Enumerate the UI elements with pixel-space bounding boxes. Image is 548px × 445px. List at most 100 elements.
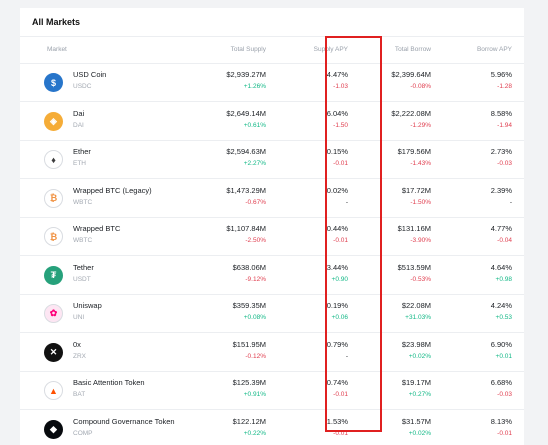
- total-borrow-change: -1.50%: [410, 198, 431, 206]
- supply-apy-change: -1.03: [333, 83, 348, 90]
- market-name: Dai: [73, 108, 85, 118]
- borrow-apy-change: -0.03: [497, 391, 512, 398]
- header-supply-apy[interactable]: Supply APY: [313, 46, 348, 53]
- token-glyph: ◆: [50, 423, 57, 434]
- header-market[interactable]: Market: [47, 46, 67, 53]
- market-name: Ether: [73, 147, 91, 156]
- card-title: All Markets: [32, 17, 81, 27]
- total-supply-change: -0.67%: [245, 198, 266, 206]
- market-row[interactable]: ◈ Dai DAI $2,649.14M +0.61% 6.04% -1.50 …: [20, 102, 524, 141]
- ether-icon: ♦: [44, 150, 63, 169]
- borrow-apy-value: 4.77%: [490, 224, 512, 233]
- borrow-apy-change: -1.94: [497, 121, 512, 129]
- total-supply-change: +2.27%: [243, 160, 266, 167]
- total-supply-value: $2,939.27M: [226, 70, 266, 79]
- total-borrow-value: $23.98M: [401, 339, 431, 349]
- supply-apy-change: -0.01: [333, 429, 348, 437]
- total-supply-value: $2,649.14M: [226, 108, 266, 118]
- header-total-borrow[interactable]: Total Borrow: [394, 46, 431, 53]
- market-symbol: ZRX: [73, 352, 86, 360]
- token-glyph: $: [50, 77, 56, 88]
- market-name: USD Coin: [73, 70, 107, 79]
- market-row[interactable]: ₮ Tether USDT $638.06M -9.12% 3.44% +0.9…: [20, 256, 524, 295]
- market-name: Tether: [73, 262, 94, 272]
- total-borrow-value: $31.57M: [401, 416, 431, 426]
- total-supply-value: $151.95M: [232, 339, 266, 349]
- zrx-icon: ✕: [44, 342, 63, 362]
- supply-apy-change: -: [345, 352, 348, 360]
- market-symbol: COMP: [73, 429, 93, 437]
- borrow-apy-change: -: [509, 198, 512, 206]
- market-row[interactable]: ₿ Wrapped BTC WBTC $1,107.84M -2.50% 0.4…: [20, 217, 524, 256]
- total-borrow-change: +0.02%: [408, 352, 431, 360]
- token-glyph: ✿: [49, 308, 58, 318]
- total-borrow-change: +0.27%: [408, 391, 431, 398]
- borrow-apy-value: 2.39%: [490, 185, 512, 195]
- supply-apy-change: -0.01: [333, 391, 348, 398]
- total-borrow-value: $17.72M: [401, 185, 431, 195]
- tether-icon: ₮: [44, 265, 63, 285]
- header-borrow-apy[interactable]: Borrow APY: [476, 46, 512, 53]
- borrow-apy-change: -0.01: [497, 429, 512, 437]
- total-borrow-change: +0.02%: [408, 429, 431, 437]
- market-name: Basic Attention Token: [73, 378, 145, 387]
- wbtc-icon: ₿: [44, 227, 63, 246]
- total-supply-change: +1.26%: [243, 83, 266, 90]
- total-supply-change: -2.50%: [245, 237, 266, 244]
- borrow-apy-change: +0.98: [495, 275, 512, 283]
- total-supply-value: $359.35M: [232, 301, 266, 310]
- supply-apy-value: 1.53%: [326, 416, 348, 426]
- total-supply-value: $638.06M: [232, 262, 266, 272]
- borrow-apy-value: 6.90%: [490, 339, 512, 349]
- token-glyph: ₿: [49, 231, 58, 242]
- market-symbol: WBTC: [73, 237, 93, 244]
- total-borrow-value: $513.59M: [397, 262, 431, 272]
- total-supply-value: $1,107.84M: [226, 224, 266, 233]
- bat-icon: ▲: [44, 381, 63, 400]
- market-symbol: BAT: [73, 391, 86, 398]
- borrow-apy-value: 8.58%: [490, 108, 512, 118]
- total-borrow-change: -1.43%: [410, 160, 431, 167]
- supply-apy-value: 0.02%: [326, 185, 348, 195]
- borrow-apy-change: +0.53: [495, 314, 512, 321]
- total-supply-change: +0.91%: [243, 391, 266, 398]
- supply-apy-value: 0.44%: [326, 224, 348, 233]
- borrow-apy-value: 4.24%: [490, 301, 512, 310]
- market-name: 0x: [73, 339, 81, 349]
- market-symbol: DAI: [73, 121, 84, 129]
- market-row[interactable]: ✿ Uniswap UNI $359.35M +0.08% 0.19% +0.0…: [20, 294, 524, 333]
- market-row[interactable]: ◆ Compound Governance Token COMP $122.12…: [20, 410, 524, 445]
- usdc-icon: $: [44, 73, 63, 92]
- token-glyph: ♦: [51, 154, 56, 165]
- borrow-apy-change: -1.28: [497, 83, 512, 90]
- market-row[interactable]: $ USD Coin USDC $2,939.27M +1.26% 4.47% …: [20, 63, 524, 102]
- market-row[interactable]: ₿ Wrapped BTC (Legacy) WBTC $1,473.29M -…: [20, 179, 524, 218]
- total-borrow-value: $2,399.64M: [391, 70, 431, 79]
- supply-apy-change: -1.50: [333, 121, 348, 129]
- token-glyph: ✕: [49, 346, 58, 357]
- supply-apy-change: +0.90: [331, 275, 348, 283]
- market-row[interactable]: ▲ Basic Attention Token BAT $125.39M +0.…: [20, 371, 524, 410]
- supply-apy-value: 0.15%: [326, 147, 348, 156]
- market-row[interactable]: ♦ Ether ETH $2,594.63M +2.27% 0.15% -0.0…: [20, 140, 524, 179]
- supply-apy-value: 6.04%: [326, 108, 348, 118]
- token-glyph: ▲: [49, 385, 58, 396]
- market-name: Compound Governance Token: [73, 416, 175, 426]
- supply-apy-value: 0.74%: [326, 378, 348, 387]
- total-supply-change: -9.12%: [245, 275, 266, 283]
- supply-apy-change: -0.01: [333, 237, 348, 244]
- supply-apy-change: -0.01: [333, 160, 348, 167]
- market-symbol: ETH: [73, 160, 86, 167]
- market-row[interactable]: ✕ 0x ZRX $151.95M -0.12% 0.79% - $23.98M…: [20, 333, 524, 372]
- total-borrow-change: -0.53%: [410, 275, 431, 283]
- token-glyph: ₿: [49, 193, 58, 203]
- header-total-supply[interactable]: Total Supply: [230, 46, 266, 53]
- borrow-apy-value: 5.96%: [490, 70, 512, 79]
- wbtc-legacy-icon: ₿: [44, 188, 63, 208]
- borrow-apy-value: 4.64%: [490, 262, 512, 272]
- total-supply-change: +0.08%: [243, 314, 266, 321]
- market-name: Wrapped BTC: [73, 224, 121, 233]
- total-supply-value: $125.39M: [232, 378, 266, 387]
- market-name: Wrapped BTC (Legacy): [73, 185, 152, 195]
- total-supply-change: +0.22%: [243, 429, 266, 437]
